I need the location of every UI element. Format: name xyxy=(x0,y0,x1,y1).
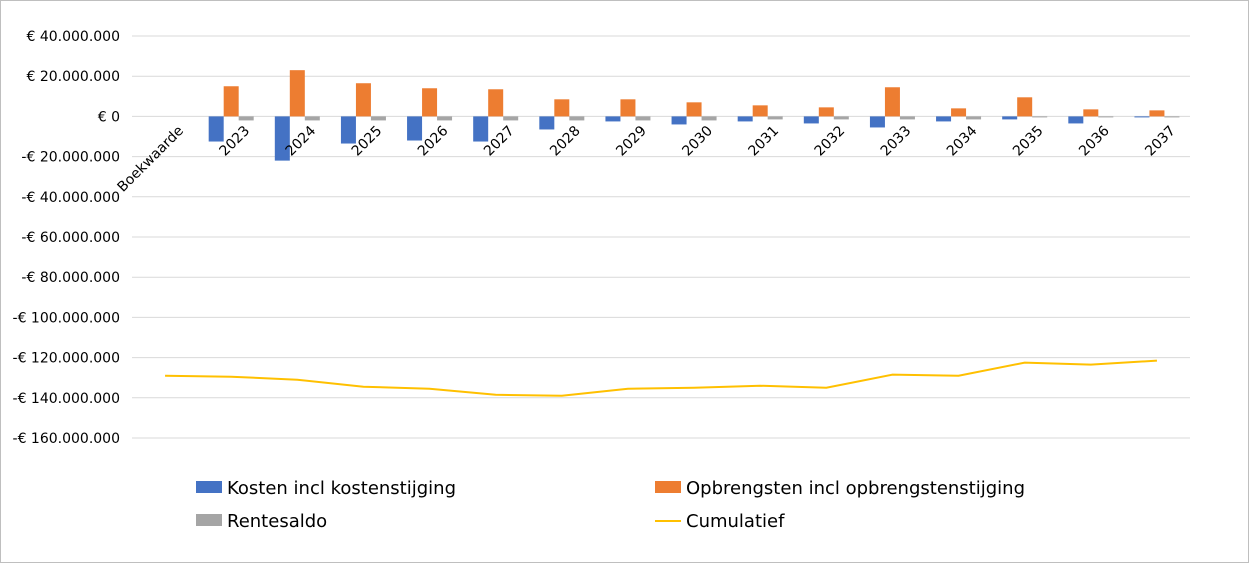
bar-rentesaldo xyxy=(1164,116,1180,118)
bar-opbrengsten-incl-opbrengstenstijging xyxy=(289,70,305,117)
bar-kosten-incl-kostenstijging xyxy=(869,116,885,128)
bar-opbrengsten-incl-opbrengstenstijging xyxy=(620,99,636,117)
y-tick-label: -€ 80.000.000 xyxy=(21,270,120,286)
bar-opbrengsten-incl-opbrengstenstijging xyxy=(422,88,438,117)
bar-rentesaldo xyxy=(767,116,783,120)
legend-swatch xyxy=(196,514,222,526)
bar-kosten-incl-kostenstijging xyxy=(1134,116,1150,118)
bar-opbrengsten-incl-opbrengstenstijging xyxy=(752,105,768,117)
x-tick-label: 2029 xyxy=(613,123,650,160)
bar-kosten-incl-kostenstijging xyxy=(605,116,621,122)
bar-rentesaldo xyxy=(899,116,915,120)
x-tick-label: 2031 xyxy=(746,123,783,160)
x-tick-label: 2032 xyxy=(812,123,849,160)
bar-opbrengsten-incl-opbrengstenstijging xyxy=(355,83,371,117)
legend-swatch xyxy=(196,481,222,493)
bar-rentesaldo xyxy=(304,116,320,121)
x-tick-label: 2034 xyxy=(944,123,981,160)
legend-label: Rentesaldo xyxy=(227,511,327,532)
bar-opbrengsten-incl-opbrengstenstijging xyxy=(1149,110,1165,117)
bars xyxy=(208,70,1180,161)
x-tick-label: 2033 xyxy=(878,123,915,160)
x-tick-label: Boekwaarde xyxy=(114,123,186,195)
bar-kosten-incl-kostenstijging xyxy=(539,116,555,130)
bar-opbrengsten-incl-opbrengstenstijging xyxy=(686,102,702,117)
bar-opbrengsten-incl-opbrengstenstijging xyxy=(1083,109,1099,117)
legend-label: Cumulatief xyxy=(686,511,785,532)
legend-swatch xyxy=(655,481,681,493)
y-tick-label: € 20.000.000 xyxy=(26,69,120,85)
bar-opbrengsten-incl-opbrengstenstijging xyxy=(884,87,900,117)
x-tick-label: 2030 xyxy=(679,123,716,160)
y-tick-label: -€ 140.000.000 xyxy=(13,391,120,407)
bar-kosten-incl-kostenstijging xyxy=(208,116,224,142)
bar-kosten-incl-kostenstijging xyxy=(1002,116,1018,120)
legend-label: Opbrengsten incl opbrengstenstijging xyxy=(686,478,1025,499)
bar-rentesaldo xyxy=(966,116,982,120)
y-tick-label: € 0 xyxy=(98,109,120,125)
bar-rentesaldo xyxy=(238,116,254,121)
x-axis-ticks: Boekwaarde 2023 2024 2025 2026 2027 2028 2029 20… xyxy=(114,123,1178,196)
bar-opbrengsten-incl-opbrengstenstijging xyxy=(223,86,239,117)
bar-rentesaldo xyxy=(833,116,849,120)
y-tick-label: € 40.000.000 xyxy=(26,29,120,45)
y-axis-ticks: € 40.000.000 € 20.000.000 € 0 -€ 20.000.000… xyxy=(13,29,120,447)
cumulatief-line xyxy=(165,359,1157,397)
cumulative-line xyxy=(165,359,1157,397)
x-tick-label: 2035 xyxy=(1010,123,1047,160)
bar-rentesaldo xyxy=(437,116,453,121)
bar-kosten-incl-kostenstijging xyxy=(803,116,819,124)
bar-opbrengsten-incl-opbrengstenstijging xyxy=(488,89,504,117)
bar-rentesaldo xyxy=(635,116,651,121)
legend: Kosten incl kostenstijging Opbrengsten in… xyxy=(196,478,1025,532)
bar-kosten-incl-kostenstijging xyxy=(936,116,952,122)
x-tick-label: 2036 xyxy=(1076,123,1113,160)
y-tick-label: -€ 160.000.000 xyxy=(13,431,120,447)
bar-opbrengsten-incl-opbrengstenstijging xyxy=(1017,97,1033,117)
y-tick-label: -€ 20.000.000 xyxy=(21,150,120,166)
bar-opbrengsten-incl-opbrengstenstijging xyxy=(951,108,967,117)
bar-kosten-incl-kostenstijging xyxy=(340,116,356,144)
bar-kosten-incl-kostenstijging xyxy=(737,116,753,122)
bar-rentesaldo xyxy=(569,116,585,121)
gridlines xyxy=(132,35,1190,439)
bar-kosten-incl-kostenstijging xyxy=(671,116,687,125)
bar-rentesaldo xyxy=(503,116,519,121)
legend-label: Kosten incl kostenstijging xyxy=(227,478,456,499)
y-tick-label: -€ 40.000.000 xyxy=(21,190,120,206)
bar-opbrengsten-incl-opbrengstenstijging xyxy=(818,107,834,117)
y-tick-label: -€ 60.000.000 xyxy=(21,230,120,246)
y-tick-label: -€ 120.000.000 xyxy=(13,351,120,367)
y-tick-label: -€ 100.000.000 xyxy=(13,310,120,326)
bar-rentesaldo xyxy=(1098,116,1114,118)
bar-kosten-incl-kostenstijging xyxy=(1068,116,1084,124)
bar-rentesaldo xyxy=(701,116,717,121)
bar-rentesaldo xyxy=(1032,116,1048,118)
bar-kosten-incl-kostenstijging xyxy=(473,116,489,142)
bar-kosten-incl-kostenstijging xyxy=(274,116,290,161)
bar-kosten-incl-kostenstijging xyxy=(407,116,423,141)
bar-opbrengsten-incl-opbrengstenstijging xyxy=(554,99,570,117)
bar-rentesaldo xyxy=(370,116,386,121)
x-tick-label: 2037 xyxy=(1142,123,1179,160)
